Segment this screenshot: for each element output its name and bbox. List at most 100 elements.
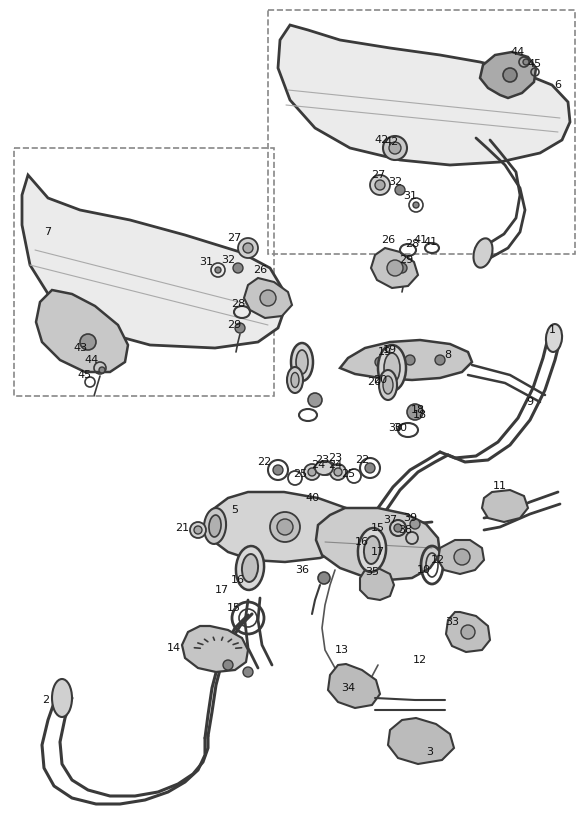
Text: 25: 25: [341, 469, 355, 479]
Text: 22: 22: [257, 457, 271, 467]
Ellipse shape: [378, 345, 406, 391]
Polygon shape: [360, 568, 394, 600]
Circle shape: [503, 68, 517, 82]
Circle shape: [397, 263, 407, 273]
Circle shape: [99, 367, 105, 373]
Circle shape: [270, 512, 300, 542]
Text: 24: 24: [328, 460, 342, 470]
Text: 15: 15: [227, 603, 241, 613]
Text: 31: 31: [403, 191, 417, 201]
Ellipse shape: [291, 343, 313, 381]
Text: 24: 24: [311, 460, 325, 470]
Text: 33: 33: [445, 617, 459, 627]
Polygon shape: [438, 540, 484, 574]
Text: 42: 42: [375, 135, 389, 145]
Text: 27: 27: [227, 233, 241, 243]
Text: 6: 6: [554, 80, 561, 90]
Circle shape: [80, 334, 96, 350]
Ellipse shape: [379, 370, 397, 400]
Circle shape: [375, 180, 385, 190]
Polygon shape: [36, 290, 128, 372]
Circle shape: [260, 290, 276, 306]
Ellipse shape: [358, 528, 386, 572]
Text: 17: 17: [371, 547, 385, 557]
Text: 3: 3: [427, 747, 434, 757]
Text: 43: 43: [73, 343, 87, 353]
Circle shape: [277, 519, 293, 535]
Text: 19: 19: [378, 347, 392, 357]
Circle shape: [435, 355, 445, 365]
Text: 9: 9: [526, 397, 533, 407]
Text: 34: 34: [341, 683, 355, 693]
Ellipse shape: [242, 554, 258, 582]
Circle shape: [190, 522, 206, 538]
Text: 23: 23: [328, 453, 342, 463]
Ellipse shape: [291, 372, 299, 387]
Text: 13: 13: [335, 645, 349, 655]
Text: 25: 25: [293, 469, 307, 479]
Text: 28: 28: [405, 239, 419, 249]
Text: 16: 16: [355, 537, 369, 547]
Text: 26: 26: [253, 265, 267, 275]
Polygon shape: [208, 492, 362, 562]
Text: 20: 20: [373, 375, 387, 385]
Text: 8: 8: [444, 350, 452, 360]
Text: 31: 31: [199, 257, 213, 267]
Circle shape: [387, 260, 403, 276]
Circle shape: [243, 667, 253, 677]
Circle shape: [223, 660, 233, 670]
Ellipse shape: [473, 238, 493, 268]
Text: 32: 32: [221, 255, 235, 265]
Circle shape: [318, 572, 330, 584]
Circle shape: [395, 185, 405, 195]
Circle shape: [330, 464, 346, 480]
Polygon shape: [446, 612, 490, 652]
Circle shape: [365, 463, 375, 473]
Text: 1: 1: [549, 325, 556, 335]
Text: 28: 28: [231, 299, 245, 309]
Ellipse shape: [209, 515, 221, 537]
Text: 14: 14: [167, 643, 181, 653]
Text: 45: 45: [78, 370, 92, 380]
Circle shape: [405, 355, 415, 365]
Polygon shape: [278, 25, 570, 165]
Text: 40: 40: [305, 493, 319, 503]
Ellipse shape: [317, 461, 335, 475]
Circle shape: [461, 625, 475, 639]
Text: 17: 17: [215, 585, 229, 595]
Circle shape: [304, 464, 320, 480]
Polygon shape: [480, 52, 536, 98]
Circle shape: [308, 468, 316, 476]
Text: 5: 5: [231, 505, 238, 515]
Circle shape: [523, 59, 529, 65]
Polygon shape: [22, 175, 285, 348]
Circle shape: [215, 267, 221, 273]
Text: 23: 23: [315, 455, 329, 465]
Circle shape: [235, 323, 245, 333]
Circle shape: [407, 404, 423, 420]
Text: 18: 18: [413, 410, 427, 420]
Circle shape: [389, 142, 401, 154]
Polygon shape: [316, 508, 440, 580]
Circle shape: [370, 175, 390, 195]
Circle shape: [308, 393, 322, 407]
Circle shape: [233, 263, 243, 273]
Text: 29: 29: [399, 255, 413, 265]
Text: 44: 44: [85, 355, 99, 365]
Text: 22: 22: [355, 455, 369, 465]
Circle shape: [394, 524, 402, 532]
Circle shape: [410, 519, 420, 529]
Text: 30: 30: [388, 423, 402, 433]
Polygon shape: [328, 664, 380, 708]
Text: 16: 16: [231, 575, 245, 585]
Text: 20: 20: [367, 377, 381, 387]
Text: 11: 11: [493, 481, 507, 491]
Ellipse shape: [287, 367, 303, 393]
Text: 19: 19: [383, 345, 397, 355]
Text: 12: 12: [413, 655, 427, 665]
Text: 45: 45: [528, 59, 542, 69]
Text: 35: 35: [365, 567, 379, 577]
Text: 37: 37: [383, 515, 397, 525]
Text: 27: 27: [371, 170, 385, 180]
Ellipse shape: [52, 679, 72, 717]
